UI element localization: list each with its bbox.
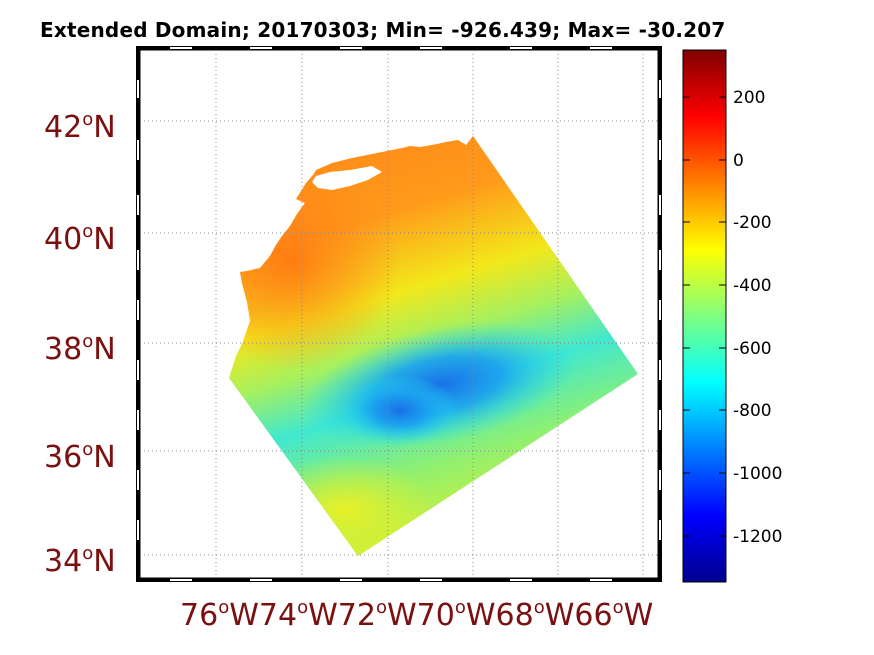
colorbar: 200 0 -200 -400 -600 -800 -1000 -1200 [682, 49, 782, 583]
colorbar-label-neg200: -200 [733, 213, 772, 233]
colorbar-ticks [683, 96, 726, 537]
colorbar-scale [682, 49, 727, 583]
graticule [140, 50, 658, 578]
map-frame [136, 46, 662, 582]
land-notch [312, 166, 382, 190]
map-title: Extended Domain; 20170303; Min= -926.439… [40, 18, 726, 42]
latitude-labels: 42oN 40oN 38oN 36oN 34oN [44, 109, 116, 579]
lat-label-36: 36oN [44, 439, 116, 475]
colorbar-label-200: 200 [733, 88, 765, 108]
lat-label-40: 40oN [44, 221, 116, 257]
colorbar-label-neg1200: -1200 [733, 527, 782, 547]
colorbar-label-0: 0 [733, 151, 744, 171]
lat-label-34: 34oN [44, 543, 116, 579]
colorbar-label-neg800: -800 [733, 401, 772, 421]
lat-label-42: 42oN [44, 109, 116, 145]
colorbar-label-neg600: -600 [733, 339, 772, 359]
lat-label-38: 38oN [44, 331, 116, 367]
colorbar-label-neg400: -400 [733, 276, 772, 296]
colorbar-label-neg1000: -1000 [733, 464, 782, 484]
longitude-labels: 76oW74oW72oW70oW68oW66oW [180, 597, 653, 633]
